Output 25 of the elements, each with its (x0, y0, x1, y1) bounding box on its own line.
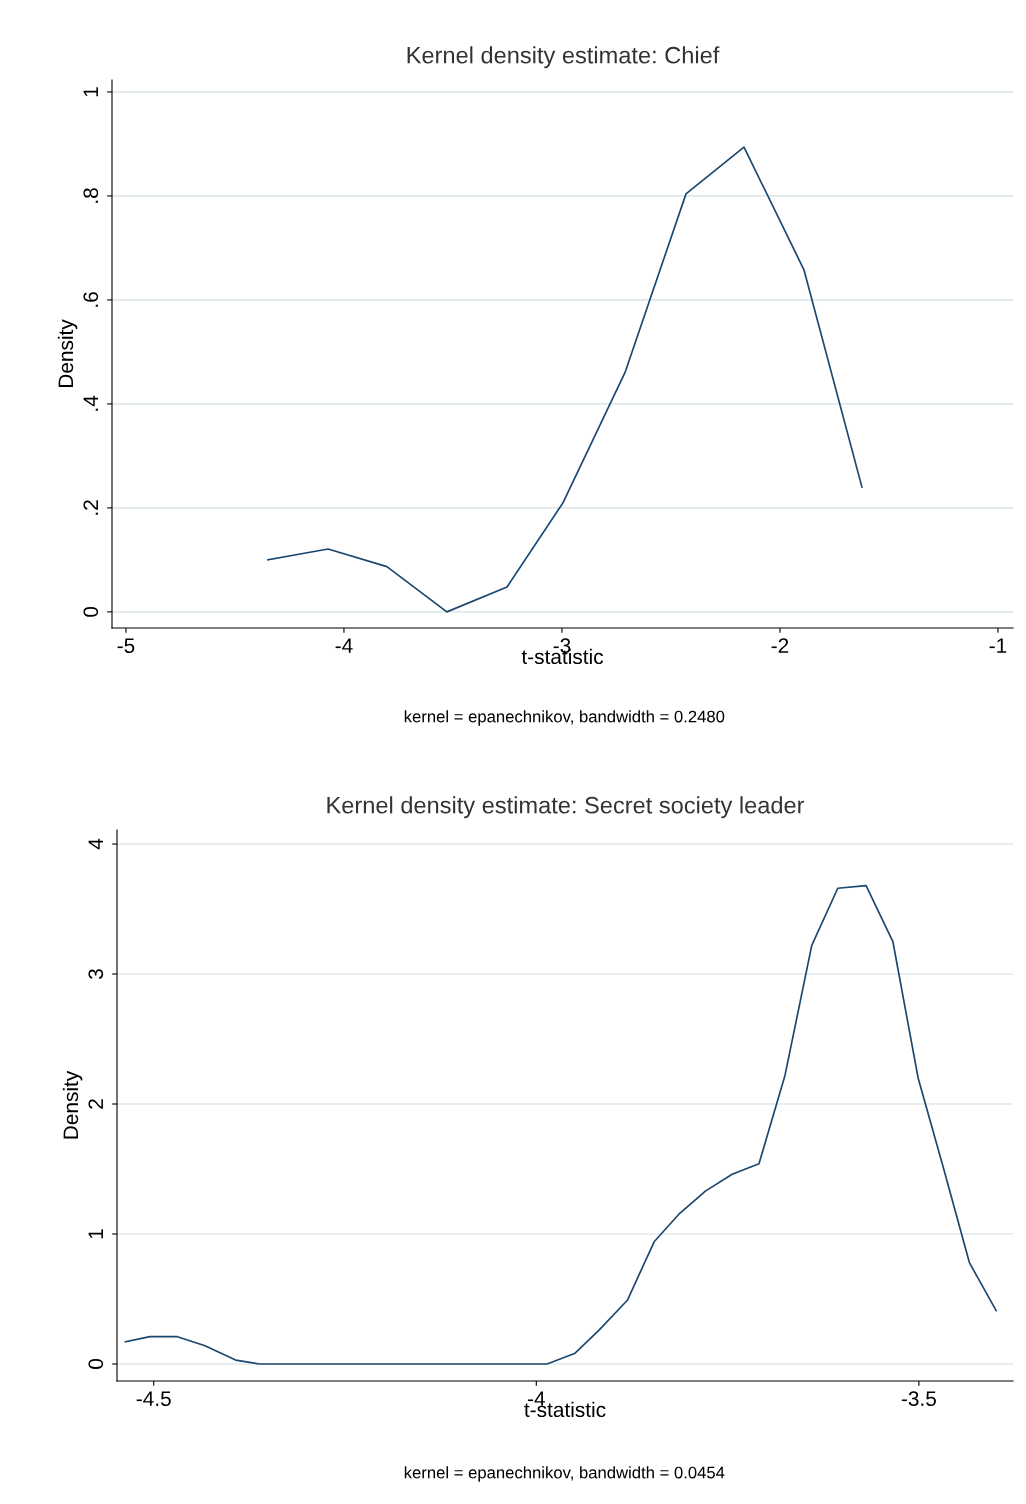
y-tick-label: .4 (83, 395, 98, 411)
x-tick-label: -5 (117, 638, 135, 654)
y-tick-label: 1 (88, 1229, 103, 1239)
y-tick-label: 2 (88, 1099, 103, 1109)
text: kernel = epanechnikov, bandwidth = 0.2480 (404, 710, 725, 726)
chart-title: Kernel density estimate: Chief (407, 46, 720, 69)
line-series (124, 884, 998, 1365)
y-tick-label: 0 (88, 1358, 104, 1369)
x-tick-label: -4.5 (136, 1391, 171, 1407)
y-tick-label: .8 (83, 188, 99, 203)
y-axis-title: Density (57, 319, 78, 388)
text: kernel = epanechnikov, bandwidth = 0.0454 (404, 1466, 725, 1482)
x-tick-label: -3.5 (901, 1391, 936, 1407)
x-tick-label: -2 (771, 638, 789, 653)
y-tick-label: 3 (88, 969, 104, 980)
x-tick-label: -4 (335, 638, 353, 653)
y-tick-label: 1 (83, 87, 98, 97)
line-series (267, 146, 863, 613)
y-tick-label: 4 (88, 838, 103, 850)
y-tick-label: 0 (83, 606, 99, 617)
y-tick-label: .6 (83, 292, 99, 307)
chart-title: Kernel density estimate: Secret society leader (327, 796, 805, 819)
y-tick-label: .2 (83, 500, 98, 515)
x-tick-label: -1 (989, 638, 1007, 653)
y-axis-title: Density (62, 1070, 83, 1139)
